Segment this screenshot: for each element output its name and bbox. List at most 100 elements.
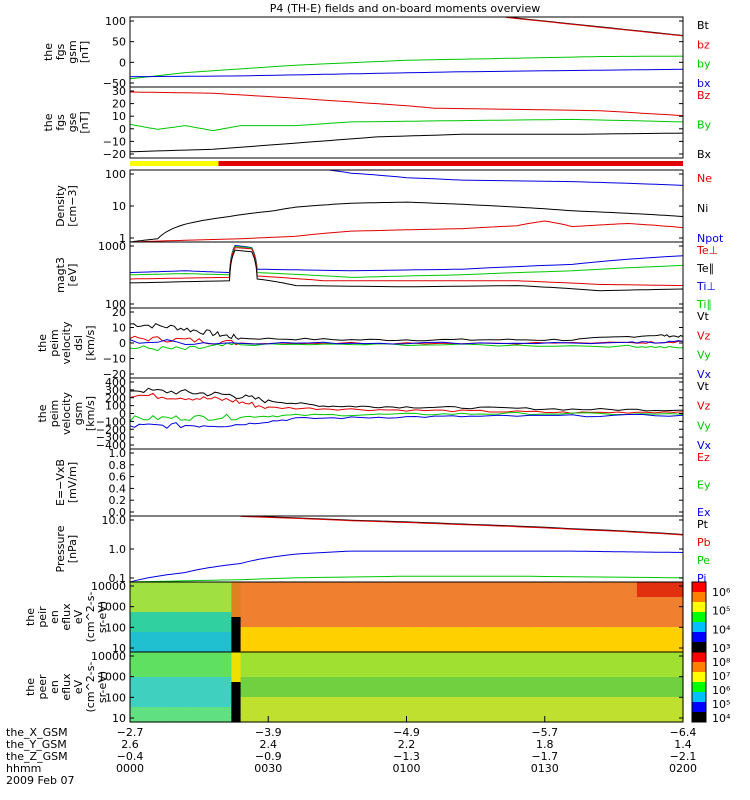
heatmap-cell: [590, 617, 601, 623]
heatmap-cell: [148, 587, 159, 593]
heatmap-cell: [130, 647, 140, 653]
heatmap-cell: [360, 697, 371, 703]
y-axis-label: [nT]: [78, 111, 91, 133]
heatmap-cell: [415, 687, 426, 693]
heatmap-cell: [461, 707, 472, 713]
heatmap-cell: [526, 632, 537, 638]
heatmap-cell: [498, 682, 509, 688]
heatmap-cell: [277, 642, 288, 648]
heatmap-cell: [563, 692, 573, 698]
heatmap-cell: [231, 687, 242, 693]
heatmap-cell: [314, 617, 325, 623]
heatmap-cell: [332, 637, 343, 643]
heatmap-cell: [673, 597, 684, 603]
heatmap-cell: [231, 677, 242, 683]
heatmap-cell: [636, 617, 647, 623]
heatmap-cell: [535, 642, 546, 648]
y-axis-label: [km/s]: [84, 396, 97, 431]
heatmap-cell: [166, 617, 177, 623]
heatmap-cell: [397, 632, 408, 638]
heatmap-cell: [646, 602, 656, 608]
heatmap-cell: [185, 637, 196, 643]
y-axis-label: dsl: [72, 335, 85, 351]
heatmap-cell: [203, 707, 214, 713]
heatmap-cell: [157, 647, 168, 653]
heatmap-cell: [406, 617, 417, 623]
heatmap-cell: [176, 652, 186, 658]
heatmap-cell: [397, 602, 408, 608]
heatmap-cell: [563, 647, 573, 653]
heatmap-cell: [581, 642, 592, 648]
heatmap-cell: [553, 702, 564, 708]
heatmap-cell: [323, 597, 334, 603]
heatmap-cell: [194, 662, 205, 668]
heatmap-cell: [222, 587, 232, 593]
heatmap-cell: [636, 657, 647, 663]
heatmap-cell: [498, 602, 509, 608]
heatmap-cell: [194, 607, 205, 613]
heatmap-cell: [406, 677, 417, 683]
heatmap-cell: [480, 622, 491, 628]
heatmap-cell: [526, 707, 537, 713]
heatmap-cell: [526, 692, 537, 698]
heatmap-cell: [581, 587, 592, 593]
heatmap-cell: [185, 657, 196, 663]
heatmap-cell: [590, 637, 601, 643]
heatmap-cell: [655, 627, 666, 633]
heatmap-cell: [166, 672, 177, 678]
heatmap-cell: [323, 662, 334, 668]
heatmap-cell: [323, 607, 334, 613]
heatmap-cell: [139, 687, 150, 693]
heatmap-cell: [590, 687, 601, 693]
heatmap-cell: [507, 652, 518, 658]
heatmap-cell: [295, 637, 306, 643]
heatmap-cell: [388, 612, 398, 618]
heatmap-cell: [618, 712, 629, 718]
heatmap-cell: [341, 632, 352, 638]
heatmap-cell: [498, 632, 509, 638]
heatmap-cell: [434, 707, 444, 713]
heatmap-cell: [378, 667, 389, 673]
heatmap-cell: [176, 582, 186, 588]
heatmap-cell: [581, 677, 592, 683]
heatmap-cell: [618, 702, 629, 708]
heatmap-cell: [157, 687, 168, 693]
heatmap-cell: [452, 657, 463, 663]
panel-frame: [129, 241, 684, 309]
heatmap-cell: [240, 607, 251, 613]
heatmap-cell: [194, 617, 205, 623]
heatmap-cell: [535, 622, 546, 628]
heatmap-cell: [277, 717, 288, 723]
heatmap-cell: [323, 587, 334, 593]
y-tick-label: −20: [103, 148, 126, 161]
heatmap-cell: [323, 672, 334, 678]
heatmap-cell: [268, 647, 279, 653]
heatmap-cell: [176, 617, 186, 623]
heatmap-cell: [203, 672, 214, 678]
heatmap-cell: [277, 692, 288, 698]
heatmap-cell: [443, 677, 454, 683]
legend-label: Ez: [697, 451, 710, 464]
heatmap-cell: [166, 587, 177, 593]
heatmap-cell: [655, 612, 666, 618]
heatmap-cell: [139, 642, 150, 648]
heatmap-cell: [212, 697, 223, 703]
heatmap-cell: [544, 662, 555, 668]
heatmap-cell: [185, 617, 196, 623]
heatmap-cell: [259, 612, 269, 618]
y-axis-label: [cm−3]: [66, 185, 79, 227]
heatmap-cell: [507, 717, 518, 723]
heatmap-cell: [517, 657, 527, 663]
heatmap-cell: [627, 647, 638, 653]
heatmap-cell: [673, 677, 684, 683]
heatmap-cell: [305, 657, 315, 663]
heatmap-cell: [664, 647, 675, 653]
heatmap-cell: [471, 682, 481, 688]
heatmap-cell: [222, 617, 232, 623]
series-line-black: [129, 201, 684, 243]
heatmap-cell: [489, 702, 500, 708]
heatmap-cell: [609, 677, 620, 683]
heatmap-cell: [406, 702, 417, 708]
heatmap-cell: [139, 667, 150, 673]
heatmap-cell: [268, 607, 279, 613]
